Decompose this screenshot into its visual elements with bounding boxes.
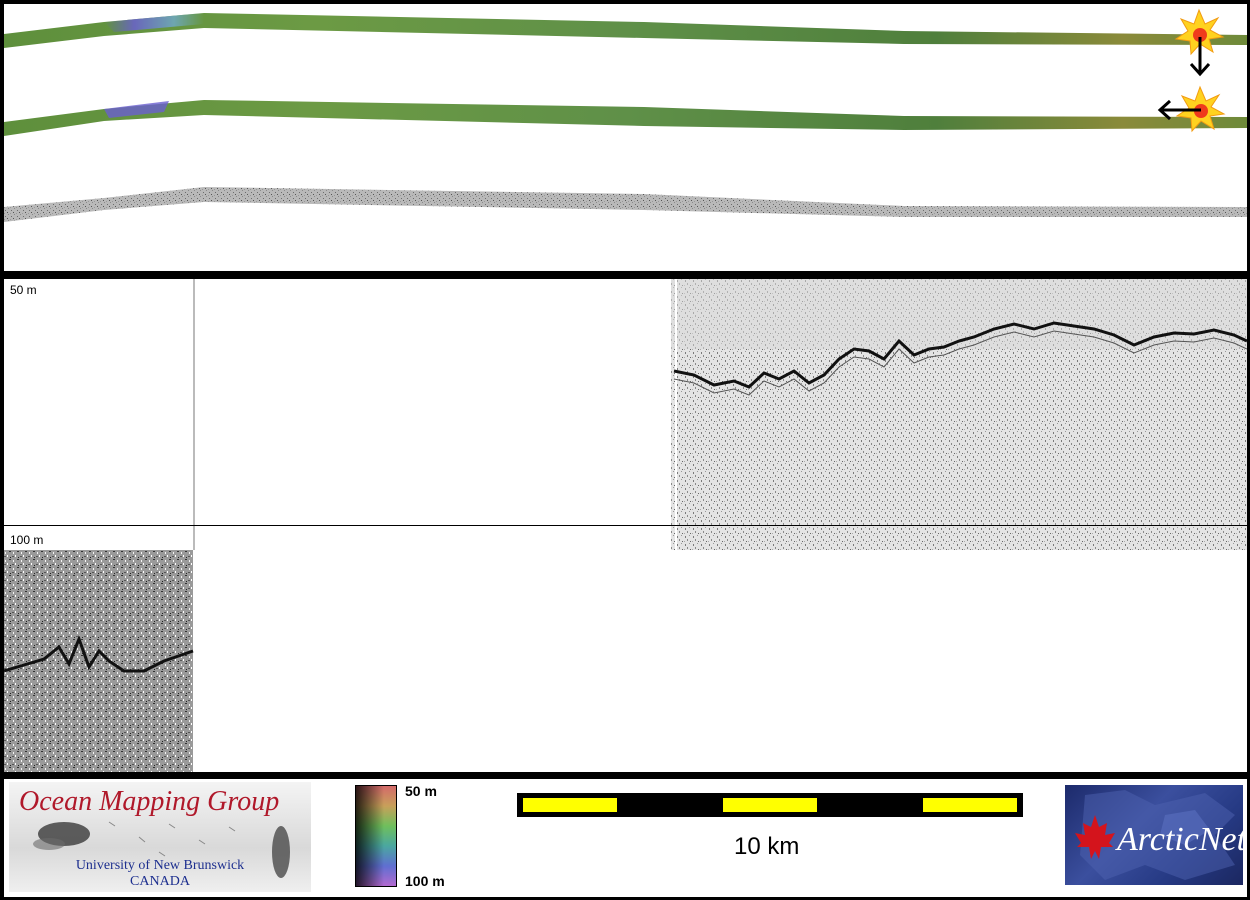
- scale-label: 10 km: [734, 833, 800, 860]
- colorbar-label-min: 50 m: [405, 783, 437, 799]
- scale-bar: [517, 793, 1023, 817]
- seafloor-reflector-right: [673, 321, 1247, 389]
- swath-panel: [4, 4, 1247, 271]
- profile-panel: 50 m 100 m: [4, 279, 1247, 772]
- omg-artwork: [33, 821, 290, 878]
- depth-divider: [4, 525, 1247, 526]
- swath-map: [4, 8, 1247, 222]
- arrow-down-icon: [1189, 37, 1211, 77]
- arcticnet-map-artwork: [1075, 790, 1235, 880]
- legend-panel: Ocean Mapping Group University of New Br…: [4, 779, 1247, 897]
- depth-label-bottom: 100 m: [10, 533, 44, 547]
- scale-bar-segment: [723, 798, 817, 812]
- colorbar-label-max: 100 m: [405, 873, 445, 889]
- arcticnet-wordmark: ArcticNet: [1117, 821, 1243, 858]
- maple-leaf-icon: [1075, 815, 1115, 859]
- omg-country: CANADA: [130, 874, 190, 889]
- depth-label-top: 50 m: [10, 283, 37, 297]
- arcticnet-logo: ArcticNet: [1065, 785, 1243, 885]
- depth-colorbar: [355, 785, 397, 887]
- omg-university: University of New Brunswick: [75, 858, 245, 873]
- bathymetry-swath-lower: [4, 100, 1247, 136]
- scale-bar-segment: [923, 798, 1017, 812]
- bathymetry-swath-upper: [4, 13, 1247, 48]
- ocean-mapping-group-logo: Ocean Mapping Group University of New Br…: [9, 782, 311, 892]
- subbottom-profile: [4, 279, 1247, 772]
- omg-title: Ocean Mapping Group: [19, 786, 280, 817]
- arrow-left-icon: [1157, 99, 1201, 121]
- backscatter-swath: [4, 187, 1247, 222]
- scale-bar-segment: [523, 798, 617, 812]
- seafloor-reflector-left: [4, 634, 194, 673]
